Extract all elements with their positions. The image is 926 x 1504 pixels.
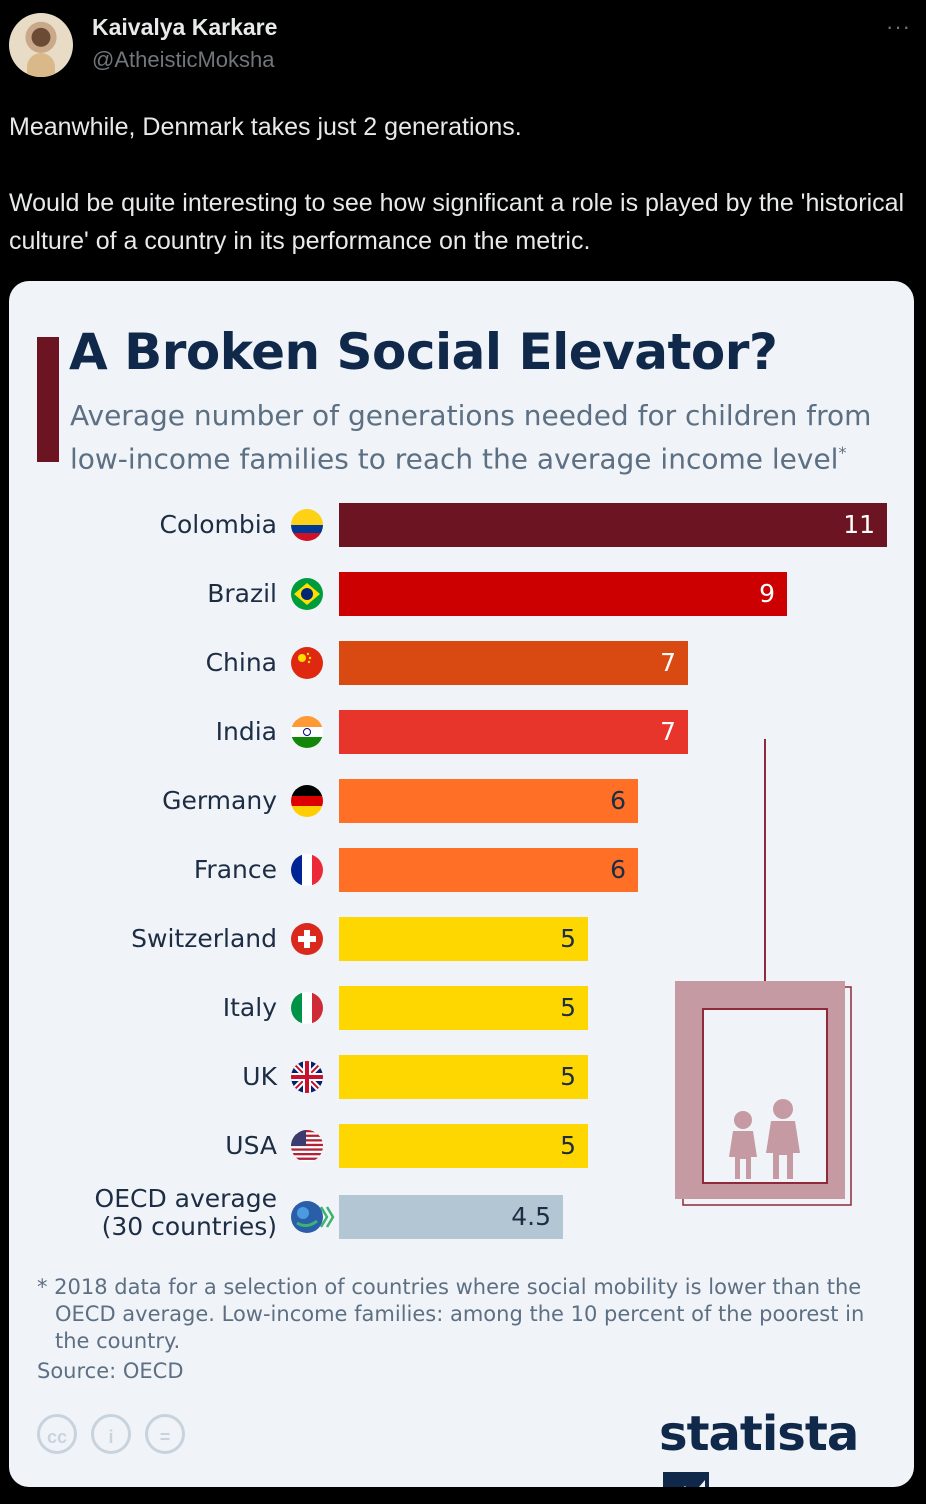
- bar: 5: [339, 986, 588, 1030]
- tweet-author-handle[interactable]: @AtheisticMoksha: [92, 47, 275, 72]
- category-label: Germany: [162, 779, 277, 823]
- bar-value-label: 9: [759, 579, 775, 608]
- switzerland-flag-icon: [291, 923, 323, 955]
- category-label-line: Germany: [162, 786, 277, 815]
- footnote-line-2: OECD average. Low-income families: among…: [55, 1302, 865, 1326]
- infographic-subtitle: Average number of generations needed for…: [70, 397, 900, 477]
- chart-row: UK 5: [9, 1055, 914, 1099]
- statista-logo-icon: [663, 1472, 709, 1487]
- china-flag-icon: [291, 647, 323, 679]
- source-label: Source: OECD: [37, 1359, 184, 1383]
- subtitle-footnote-mark: *: [838, 443, 847, 462]
- india-flag-icon: [291, 716, 323, 748]
- bar-value-label: 5: [560, 1062, 576, 1091]
- bar: 4.5: [339, 1195, 563, 1239]
- chart-row: Brazil 9: [9, 572, 914, 616]
- category-label-line: (30 countries): [101, 1212, 277, 1241]
- bar: 11: [339, 503, 887, 547]
- category-label: China: [206, 641, 277, 685]
- bar-value-label: 5: [560, 993, 576, 1022]
- category-label-line: Brazil: [207, 579, 277, 608]
- bar-value-label: 4.5: [511, 1202, 551, 1231]
- category-label-line: USA: [225, 1131, 277, 1160]
- elevator-illustration: [675, 739, 852, 1206]
- bar: 5: [339, 917, 588, 961]
- category-label-line: OECD average: [94, 1184, 277, 1213]
- uk-flag-icon: [291, 1061, 323, 1093]
- tweet-image-infographic[interactable]: A Broken Social Elevator? Average number…: [9, 281, 914, 1487]
- bar: 6: [339, 848, 638, 892]
- category-label: Colombia: [160, 503, 277, 547]
- chart-row: USA 5: [9, 1124, 914, 1168]
- bar: 7: [339, 710, 688, 754]
- italy-flag-icon: [291, 992, 323, 1024]
- category-label: UK: [242, 1055, 277, 1099]
- tweet-author-name[interactable]: Kaivalya Karkare: [92, 14, 278, 40]
- brazil-flag-icon: [291, 578, 323, 610]
- statista-logo[interactable]: statista: [659, 1406, 914, 1487]
- subtitle-text: Average number of generations needed for…: [70, 399, 872, 476]
- category-label: OECD average (30 countries): [94, 1184, 277, 1241]
- no-derivatives-icon[interactable]: =: [145, 1414, 185, 1454]
- cc-icon[interactable]: cc: [37, 1414, 77, 1454]
- chart-row: Colombia 11: [9, 503, 914, 547]
- category-label-line: China: [205, 648, 277, 677]
- bar: 9: [339, 572, 787, 616]
- chart-row: OECD average (30 countries) 4.5: [9, 1185, 914, 1241]
- category-label: USA: [225, 1124, 277, 1168]
- bar-value-label: 7: [660, 648, 676, 677]
- footnote-line-1: * 2018 data for a selection of countries…: [37, 1275, 862, 1299]
- category-label-line: Switzerland: [131, 924, 277, 953]
- category-label: Switzerland: [131, 917, 277, 961]
- bar: 5: [339, 1055, 588, 1099]
- bar: 5: [339, 1124, 588, 1168]
- infographic-title: A Broken Social Elevator?: [69, 323, 778, 381]
- category-label: France: [194, 848, 277, 892]
- category-label-line: Colombia: [159, 510, 277, 539]
- elevator-window: [702, 1008, 828, 1184]
- usa-flag-icon: [291, 1130, 323, 1162]
- tweet-text: Meanwhile, Denmark takes just 2 generati…: [9, 108, 914, 260]
- category-label-line: France: [193, 855, 277, 884]
- bar: 6: [339, 779, 638, 823]
- bar-value-label: 6: [610, 855, 626, 884]
- oecd-logo-icon: [291, 1201, 335, 1233]
- category-label-line: UK: [242, 1062, 277, 1091]
- title-accent-bar: [37, 337, 59, 462]
- germany-flag-icon: [291, 785, 323, 817]
- bar-value-label: 6: [610, 786, 626, 815]
- category-label-line: Italy: [222, 993, 277, 1022]
- category-label: India: [216, 710, 277, 754]
- more-options-icon[interactable]: ···: [886, 14, 911, 39]
- category-label: Italy: [223, 986, 277, 1030]
- tweet-avatar[interactable]: [9, 13, 73, 77]
- children-icon: [729, 1099, 800, 1179]
- chart-row: China 7: [9, 641, 914, 685]
- chart-row: Switzerland 5: [9, 917, 914, 961]
- chart-row: Germany 6: [9, 779, 914, 823]
- category-label: Brazil: [207, 572, 277, 616]
- attribution-icon[interactable]: i: [91, 1414, 131, 1454]
- bar-value-label: 5: [560, 924, 576, 953]
- statista-wordmark: statista: [659, 1406, 859, 1462]
- chart-row: Italy 5: [9, 986, 914, 1030]
- chart-row: India 7: [9, 710, 914, 754]
- colombia-flag-icon: [291, 509, 323, 541]
- bar-value-label: 7: [660, 717, 676, 746]
- footnote: * 2018 data for a selection of countries…: [37, 1274, 877, 1355]
- category-label-line: India: [215, 717, 277, 746]
- bar-value-label: 11: [843, 510, 875, 539]
- tweet-text-line-1: Meanwhile, Denmark takes just 2 generati…: [9, 113, 522, 141]
- chart-row: France 6: [9, 848, 914, 892]
- tweet-text-line-2: Would be quite interesting to see how si…: [9, 189, 905, 255]
- footnote-line-3: the country.: [55, 1329, 181, 1353]
- france-flag-icon: [291, 854, 323, 886]
- bar-value-label: 5: [560, 1131, 576, 1160]
- bar: 7: [339, 641, 688, 685]
